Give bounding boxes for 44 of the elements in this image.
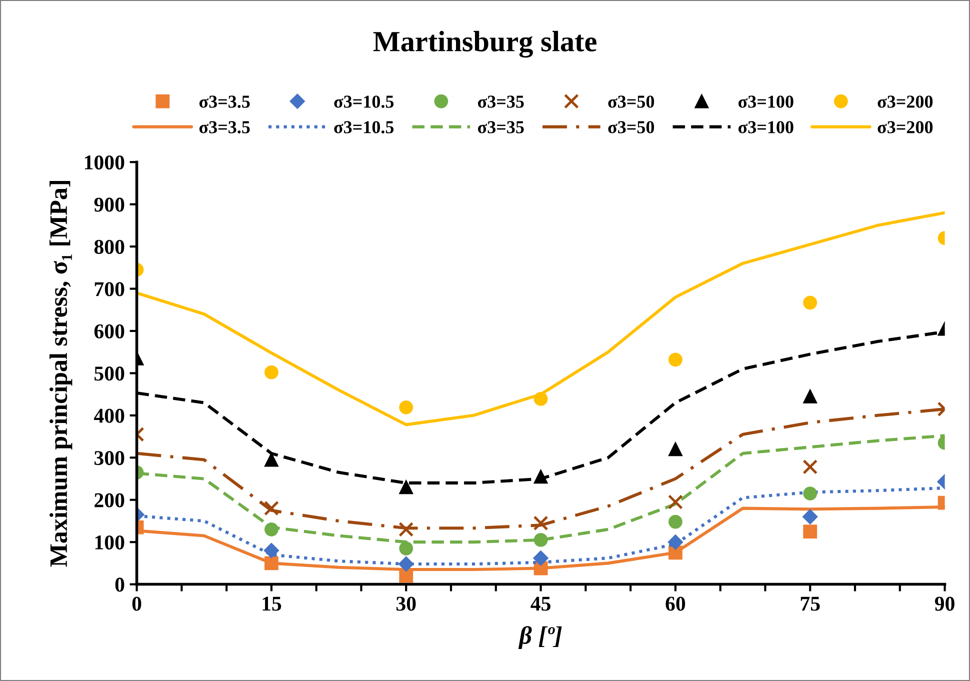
legend-label: σ3=35 bbox=[478, 121, 524, 134]
point bbox=[533, 516, 548, 531]
point bbox=[399, 480, 414, 494]
y-tick-label: 100 bbox=[95, 535, 124, 550]
x-tick-label: 15 bbox=[262, 596, 282, 611]
x-tick-label: 0 bbox=[132, 596, 142, 611]
legend-label: σ3=100 bbox=[738, 96, 794, 108]
y-tick-label: 700 bbox=[94, 282, 124, 296]
y-axis-title: Maximum principal stress, σ₁ [MPa] bbox=[50, 181, 72, 567]
y-tick-label: 900 bbox=[94, 198, 124, 212]
x-tick-label: 90 bbox=[934, 596, 954, 611]
y-tick-label: 0 bbox=[115, 578, 124, 592]
legend-label: σ3=35 bbox=[478, 96, 524, 108]
x-tick-label: 60 bbox=[666, 596, 686, 611]
y-tick-label: 800 bbox=[94, 240, 124, 254]
line-series bbox=[136, 211, 945, 426]
point bbox=[668, 352, 682, 367]
legend-label: σ3=3.5 bbox=[199, 96, 250, 108]
point bbox=[668, 442, 682, 456]
point bbox=[668, 514, 682, 529]
x-tick-label: 45 bbox=[530, 596, 550, 611]
point bbox=[398, 522, 414, 537]
y-tick-label: 600 bbox=[94, 324, 124, 338]
legend-label: σ3=10.5 bbox=[334, 96, 394, 108]
y-tick-label: 400 bbox=[94, 408, 124, 423]
point bbox=[399, 400, 414, 414]
point bbox=[533, 550, 548, 566]
point bbox=[668, 494, 683, 510]
x-tick-label: 75 bbox=[800, 596, 820, 611]
legend-label: σ3=200 bbox=[878, 121, 933, 134]
legend-label: σ3=10.5 bbox=[334, 121, 394, 134]
legend-label: σ3=3.5 bbox=[199, 121, 250, 134]
x-tick-label: 30 bbox=[396, 596, 416, 611]
legend-label: σ3=200 bbox=[878, 96, 933, 108]
x-axis-title: β [º] bbox=[518, 626, 562, 650]
chart-title: Martinsburg slate bbox=[373, 30, 596, 58]
legend-label: σ3=100 bbox=[738, 121, 794, 134]
legend-label: σ3=50 bbox=[608, 121, 654, 134]
legend-label: σ3=50 bbox=[608, 96, 654, 108]
y-tick-label: 300 bbox=[94, 451, 124, 466]
point bbox=[399, 541, 414, 556]
y-tick-label: 200 bbox=[94, 493, 124, 508]
y-tick-label: 1000 bbox=[84, 155, 124, 170]
y-tick-label: 500 bbox=[94, 366, 124, 381]
